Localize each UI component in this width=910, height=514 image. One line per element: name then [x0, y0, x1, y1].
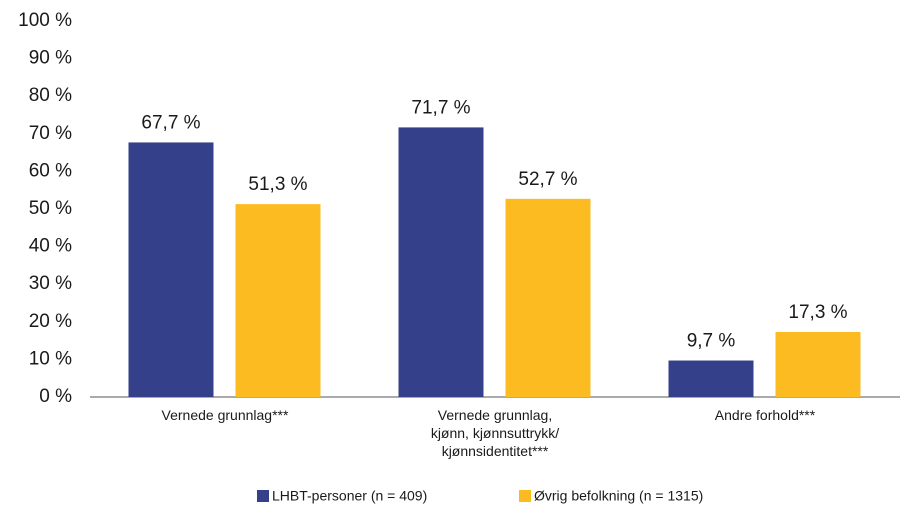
bar: [398, 127, 484, 398]
legend-label: Øvrig befolkning (n = 1315): [534, 488, 703, 504]
y-tick-label: 20 %: [29, 311, 72, 332]
y-tick-label: 70 %: [29, 123, 72, 144]
y-tick-label: 90 %: [29, 48, 72, 69]
y-tick-label: 40 %: [29, 236, 72, 257]
y-tick-label: 10 %: [29, 348, 72, 369]
data-label: 51,3 %: [248, 174, 307, 195]
data-label: 17,3 %: [788, 302, 847, 323]
y-tick-label: 60 %: [29, 160, 72, 181]
legend-swatch: [257, 490, 269, 502]
bar: [505, 198, 591, 397]
y-tick-label: 30 %: [29, 273, 72, 294]
legend-swatch: [519, 490, 531, 502]
data-label: 67,7 %: [141, 112, 200, 133]
y-tick-label: 50 %: [29, 198, 72, 219]
legend-label: LHBT-personer (n = 409): [272, 488, 427, 504]
x-tick-label: Andre forhold***: [714, 407, 816, 423]
data-label: 9,7 %: [687, 331, 736, 352]
bar: [235, 204, 321, 397]
bar: [668, 360, 754, 397]
y-tick-label: 100 %: [18, 10, 72, 31]
x-tick-label: Vernede grunnlag***: [161, 407, 289, 423]
data-label: 71,7 %: [411, 97, 470, 118]
bar: [128, 142, 214, 397]
data-label: 52,7 %: [518, 169, 577, 190]
y-tick-label: 0 %: [39, 386, 72, 407]
y-tick-label: 80 %: [29, 85, 72, 106]
x-tick-label: Vernede grunnlag, kjønn, kjønnsuttrykk/ …: [430, 407, 560, 459]
bar: [775, 331, 861, 397]
